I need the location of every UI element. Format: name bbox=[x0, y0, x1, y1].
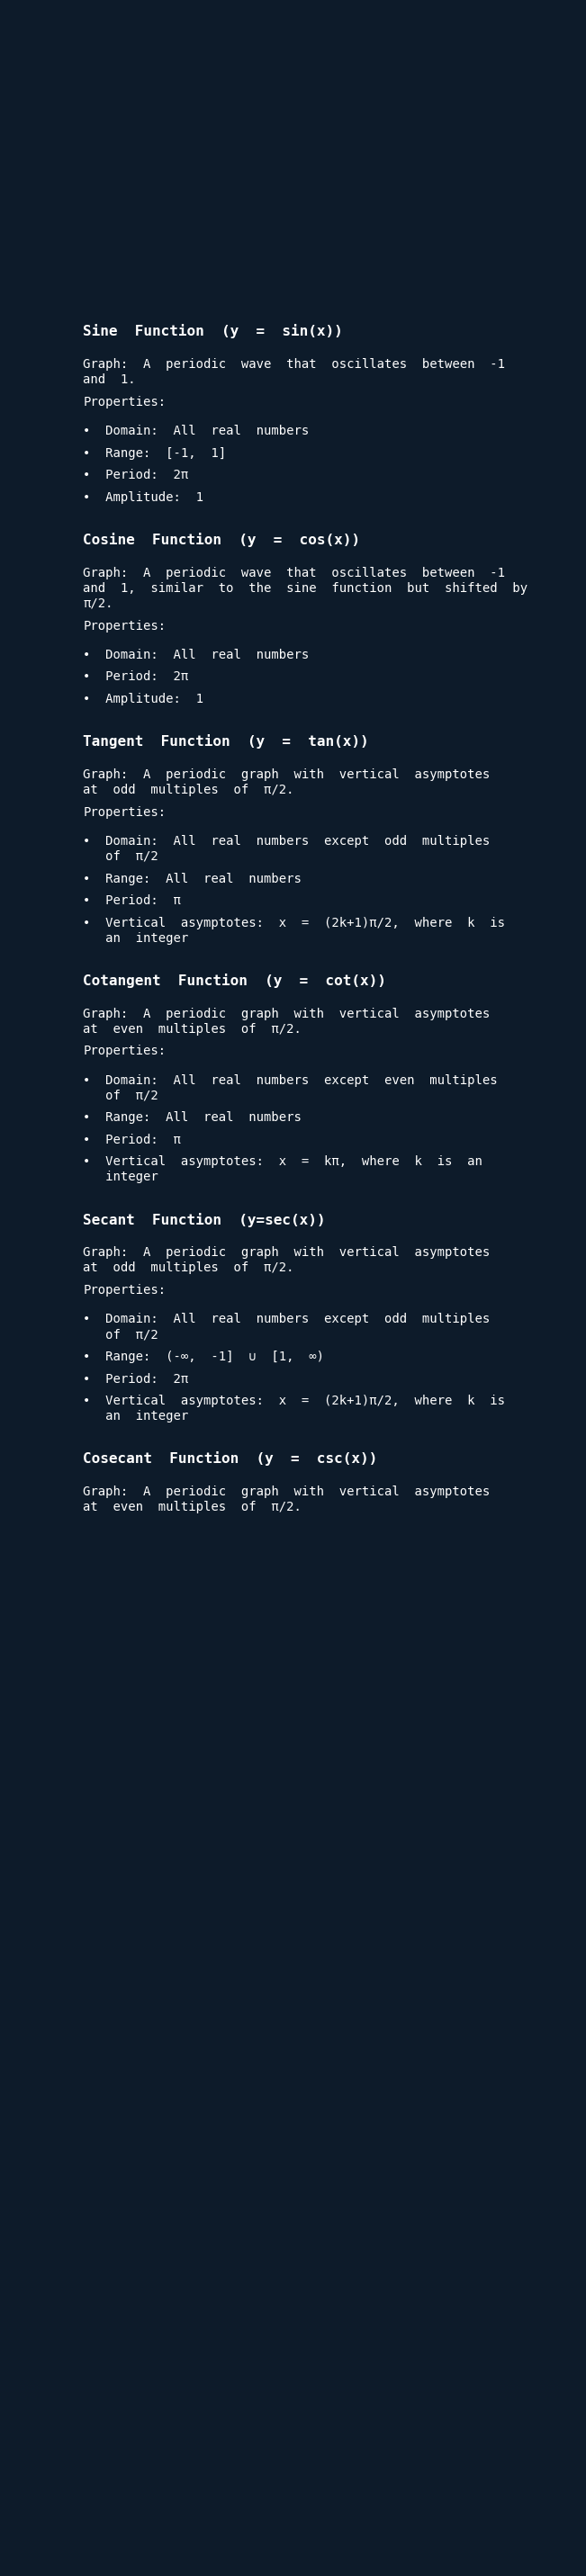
Text: Properties:: Properties: bbox=[83, 397, 166, 410]
Text: •  Period:  2π: • Period: 2π bbox=[83, 469, 189, 482]
Text: Graph:  A  periodic  graph  with  vertical  asymptotes: Graph: A periodic graph with vertical as… bbox=[83, 1486, 490, 1499]
Text: •  Vertical  asymptotes:  x  =  kπ,  where  k  is  an: • Vertical asymptotes: x = kπ, where k i… bbox=[83, 1157, 483, 1170]
Text: Graph:  A  periodic  wave  that  oscillates  between  -1: Graph: A periodic wave that oscillates b… bbox=[83, 358, 505, 371]
Text: π/2.: π/2. bbox=[83, 598, 113, 611]
Text: and  1.: and 1. bbox=[83, 374, 136, 386]
Text: •  Domain:  All  real  numbers: • Domain: All real numbers bbox=[83, 649, 309, 662]
Text: at  odd  multiples  of  π/2.: at odd multiples of π/2. bbox=[83, 1262, 294, 1275]
Text: Properties:: Properties: bbox=[83, 1283, 166, 1296]
Text: Cosine  Function  (y  =  cos(x)): Cosine Function (y = cos(x)) bbox=[83, 533, 360, 546]
Text: Properties:: Properties: bbox=[83, 618, 166, 631]
Text: •  Period:  2π: • Period: 2π bbox=[83, 670, 189, 683]
Text: Secant  Function  (y=sec(x)): Secant Function (y=sec(x)) bbox=[83, 1213, 326, 1226]
Text: integer: integer bbox=[83, 1172, 158, 1182]
Text: Graph:  A  periodic  graph  with  vertical  asymptotes: Graph: A periodic graph with vertical as… bbox=[83, 1007, 490, 1020]
Text: •  Range:  [-1,  1]: • Range: [-1, 1] bbox=[83, 448, 226, 459]
Text: Cosecant  Function  (y  =  csc(x)): Cosecant Function (y = csc(x)) bbox=[83, 1450, 377, 1466]
Text: •  Vertical  asymptotes:  x  =  (2k+1)π/2,  where  k  is: • Vertical asymptotes: x = (2k+1)π/2, wh… bbox=[83, 917, 505, 930]
Text: •  Period:  π: • Period: π bbox=[83, 1133, 181, 1146]
Text: of  π/2: of π/2 bbox=[83, 1090, 158, 1103]
Text: •  Domain:  All  real  numbers  except  odd  multiples: • Domain: All real numbers except odd mu… bbox=[83, 1314, 490, 1327]
Text: at  even  multiples  of  π/2.: at even multiples of π/2. bbox=[83, 1502, 302, 1512]
Text: •  Range:  All  real  numbers: • Range: All real numbers bbox=[83, 1110, 302, 1123]
Text: •  Domain:  All  real  numbers  except  odd  multiples: • Domain: All real numbers except odd mu… bbox=[83, 835, 490, 848]
Text: and  1,  similar  to  the  sine  function  but  shifted  by: and 1, similar to the sine function but … bbox=[83, 582, 528, 595]
Text: •  Vertical  asymptotes:  x  =  (2k+1)π/2,  where  k  is: • Vertical asymptotes: x = (2k+1)π/2, wh… bbox=[83, 1394, 505, 1406]
Text: Graph:  A  periodic  wave  that  oscillates  between  -1: Graph: A periodic wave that oscillates b… bbox=[83, 567, 505, 580]
Text: at  even  multiples  of  π/2.: at even multiples of π/2. bbox=[83, 1023, 302, 1036]
Text: of  π/2: of π/2 bbox=[83, 850, 158, 863]
Text: •  Period:  2π: • Period: 2π bbox=[83, 1373, 189, 1386]
Text: •  Range:  (-∞,  -1]  ∪  [1,  ∞): • Range: (-∞, -1] ∪ [1, ∞) bbox=[83, 1350, 324, 1363]
Text: •  Amplitude:  1: • Amplitude: 1 bbox=[83, 492, 204, 505]
Text: •  Period:  π: • Period: π bbox=[83, 894, 181, 907]
Text: •  Amplitude:  1: • Amplitude: 1 bbox=[83, 693, 204, 706]
Text: Graph:  A  periodic  graph  with  vertical  asymptotes: Graph: A periodic graph with vertical as… bbox=[83, 768, 490, 781]
Text: •  Range:  All  real  numbers: • Range: All real numbers bbox=[83, 873, 302, 886]
Text: Tangent  Function  (y  =  tan(x)): Tangent Function (y = tan(x)) bbox=[83, 734, 369, 750]
Text: an  integer: an integer bbox=[83, 933, 189, 945]
Text: •  Domain:  All  real  numbers  except  even  multiples: • Domain: All real numbers except even m… bbox=[83, 1074, 498, 1087]
Text: Graph:  A  periodic  graph  with  vertical  asymptotes: Graph: A periodic graph with vertical as… bbox=[83, 1247, 490, 1260]
Text: an  integer: an integer bbox=[83, 1409, 189, 1422]
Text: at  odd  multiples  of  π/2.: at odd multiples of π/2. bbox=[83, 783, 294, 796]
Text: Sine  Function  (y  =  sin(x)): Sine Function (y = sin(x)) bbox=[83, 325, 343, 340]
Text: of  π/2: of π/2 bbox=[83, 1329, 158, 1342]
Text: Properties:: Properties: bbox=[83, 1046, 166, 1059]
Text: Properties:: Properties: bbox=[83, 806, 166, 819]
Text: •  Domain:  All  real  numbers: • Domain: All real numbers bbox=[83, 425, 309, 438]
Text: Cotangent  Function  (y  =  cot(x)): Cotangent Function (y = cot(x)) bbox=[83, 974, 386, 989]
